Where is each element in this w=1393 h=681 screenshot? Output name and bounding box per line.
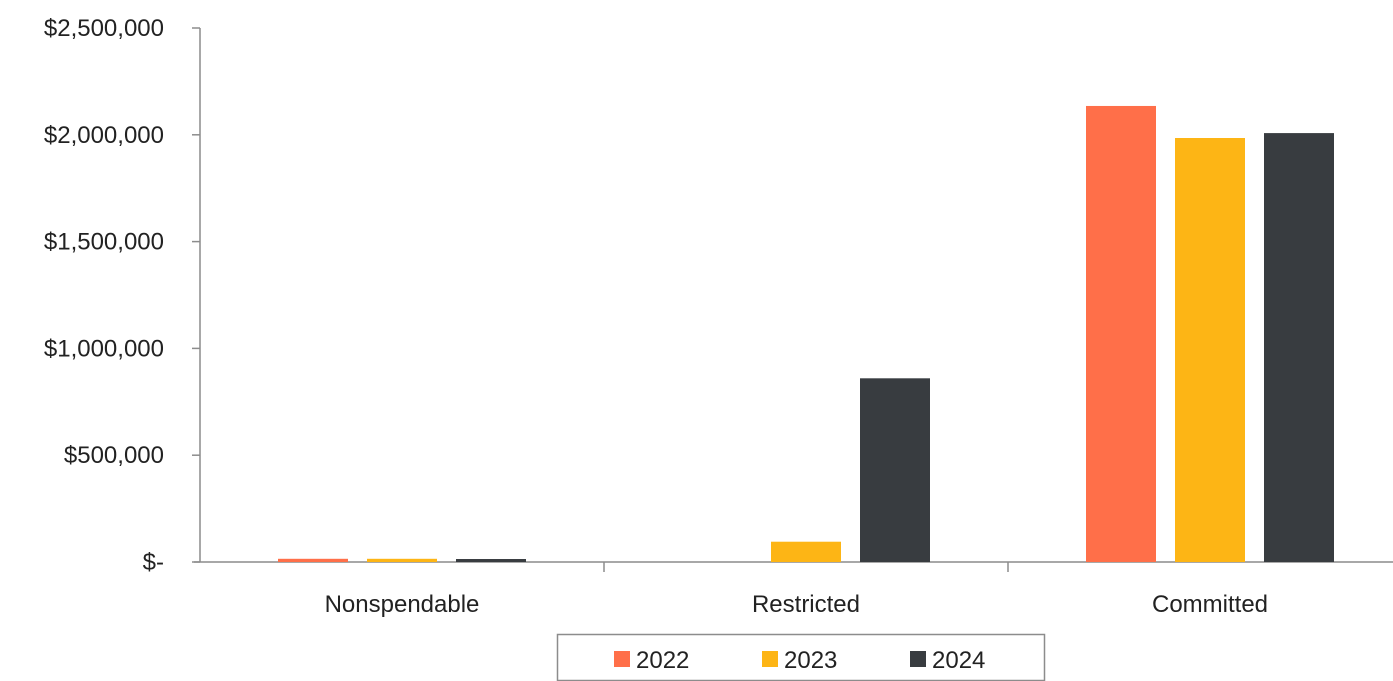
x-tick-labels: Nonspendable Restricted Committed: [325, 591, 1268, 618]
y-tick-label: $2,000,000: [44, 122, 164, 149]
x-tick-label: Restricted: [752, 591, 860, 618]
bar-2024-nonspendable: [456, 559, 526, 562]
x-tick-label: Committed: [1152, 591, 1268, 618]
bar-2024-committed: [1264, 133, 1334, 563]
bar-2022-nonspendable: [278, 558, 348, 562]
x-tick-label: Nonspendable: [325, 591, 480, 618]
legend: 2022 2023 2024: [556, 633, 1046, 681]
bars: [278, 105, 1334, 563]
legend-box: [556, 633, 1046, 681]
y-tick-labels: $- $500,000 $1,000,000 $1,500,000 $2,000,000…: [44, 15, 164, 576]
y-tick-label: $1,000,000: [44, 335, 164, 362]
y-tick-label: $1,500,000: [44, 229, 164, 256]
legend-label-2022: 2022: [636, 647, 689, 674]
y-tick-label: $-: [143, 549, 164, 576]
bar-2023-committed: [1175, 138, 1245, 562]
bar-2024-restricted: [860, 378, 930, 562]
legend-swatch-2023: [762, 651, 778, 667]
bar-2023-nonspendable: [367, 558, 437, 562]
legend-label-2024: 2024: [932, 647, 985, 674]
y-tick-label: $2,500,000: [44, 15, 164, 42]
legend-swatch-2022: [614, 651, 630, 667]
legend-swatch-2024: [910, 651, 926, 667]
legend-label-2023: 2023: [784, 647, 837, 674]
bar-2022-committed: [1086, 105, 1156, 563]
bar-2023-restricted: [771, 541, 841, 562]
y-tick-label: $500,000: [64, 442, 164, 469]
